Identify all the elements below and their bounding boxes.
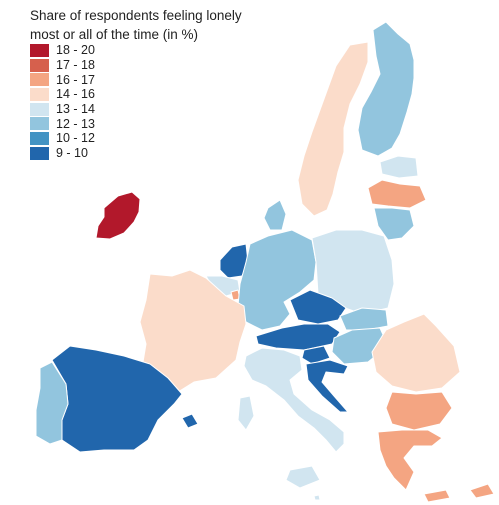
legend-swatch (30, 87, 49, 101)
region-denmark (263, 199, 287, 231)
region-latvia (367, 179, 427, 209)
region-estonia (379, 155, 419, 179)
region-germany (237, 229, 317, 331)
region-finland (357, 21, 415, 157)
legend-swatch (30, 131, 49, 145)
region-greece (377, 429, 451, 503)
legend-swatch (30, 73, 49, 87)
region-slovakia (339, 307, 389, 331)
region-ireland (95, 191, 141, 240)
legend-label: 13 - 14 (56, 102, 95, 117)
legend-swatch (30, 58, 49, 72)
legend-label: 9 - 10 (56, 146, 88, 161)
legend-label: 10 - 12 (56, 131, 95, 146)
region-czechia (289, 289, 347, 325)
legend-label: 16 - 17 (56, 72, 95, 87)
legend-swatch (30, 102, 49, 116)
region-romania (371, 313, 461, 393)
region-lithuania (373, 207, 415, 241)
region-france (139, 269, 247, 393)
legend-item: 12 - 13 (30, 116, 95, 131)
map-title: Share of respondents feeling lonely most… (30, 6, 290, 44)
legend-label: 12 - 13 (56, 116, 95, 131)
legend-item: 14 - 16 (30, 87, 95, 102)
region-malta (313, 494, 321, 501)
region-poland (311, 229, 395, 315)
map-title-line-1: Share of respondents feeling lonely (30, 8, 242, 23)
map-title-line-2: most or all of the time (in %) (30, 27, 199, 42)
region-cyprus (469, 483, 495, 499)
region-portugal (35, 361, 69, 445)
region-sweden (297, 41, 369, 217)
legend-label: 17 - 18 (56, 58, 95, 73)
legend-swatch (30, 117, 49, 131)
legend-item: 18 - 20 (30, 43, 95, 58)
legend-swatch (30, 43, 49, 57)
legend: 18 - 20 17 - 18 16 - 17 14 - 16 13 - 14 … (30, 43, 95, 161)
legend-item: 16 - 17 (30, 72, 95, 87)
region-italy (237, 347, 345, 489)
legend-label: 18 - 20 (56, 43, 95, 58)
legend-item: 17 - 18 (30, 58, 95, 73)
legend-item: 10 - 12 (30, 131, 95, 146)
legend-label: 14 - 16 (56, 87, 95, 102)
legend-item: 13 - 14 (30, 102, 95, 117)
legend-swatch (30, 146, 49, 160)
region-bulgaria (385, 391, 453, 431)
region-croatia (305, 359, 349, 413)
legend-item: 9 - 10 (30, 146, 95, 161)
